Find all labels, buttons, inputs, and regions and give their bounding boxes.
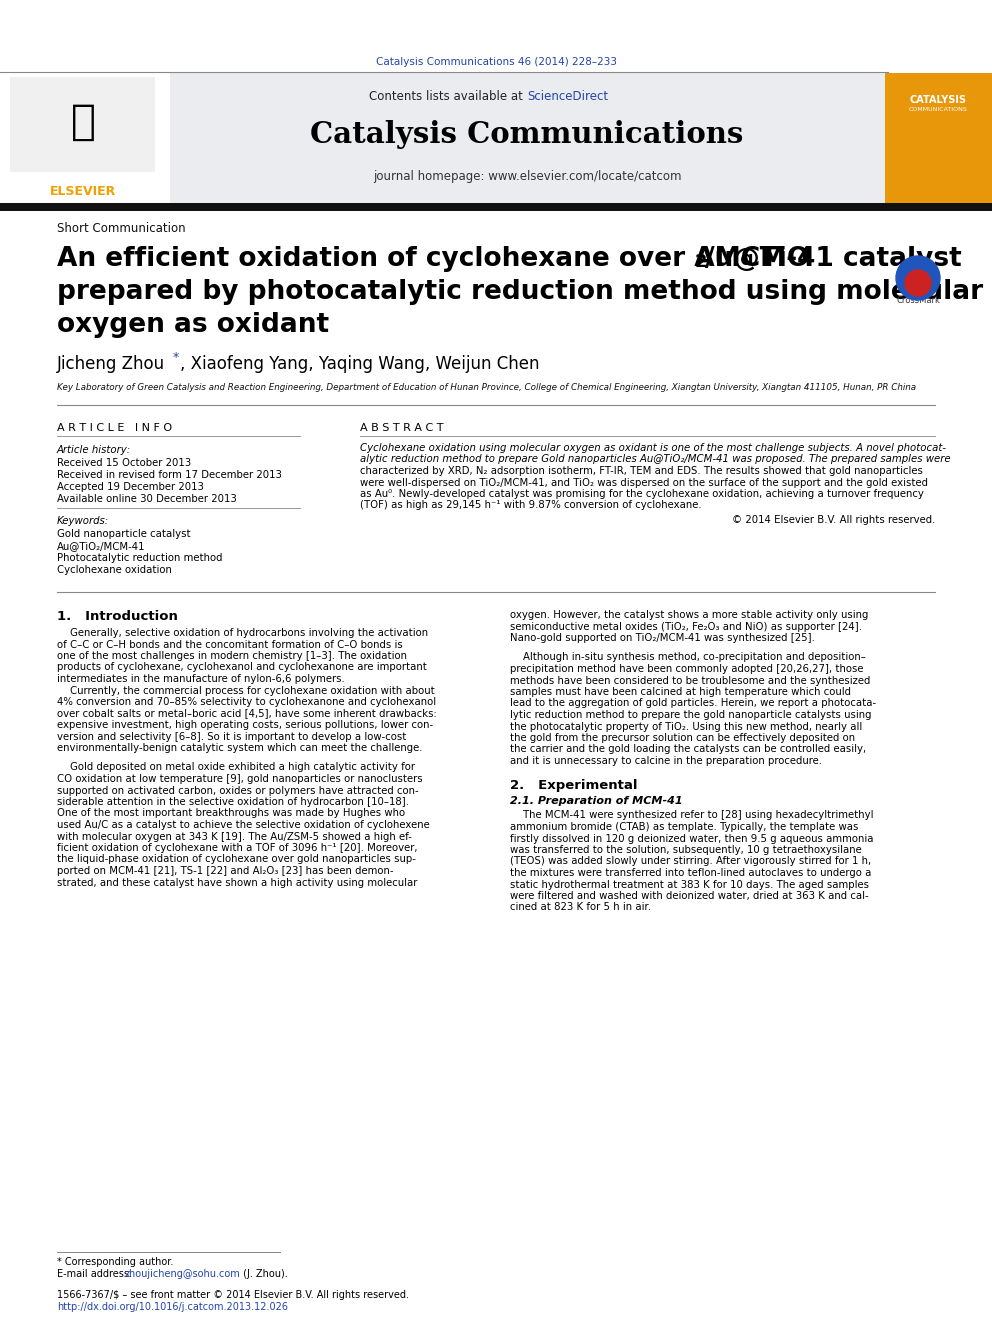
Text: prepared by photocatalytic reduction method using molecular: prepared by photocatalytic reduction met… <box>57 279 983 306</box>
Text: 2.1. Preparation of MCM-41: 2.1. Preparation of MCM-41 <box>510 796 682 807</box>
Text: lytic reduction method to prepare the gold nanoparticle catalysts using: lytic reduction method to prepare the go… <box>510 710 872 720</box>
Text: http://dx.doi.org/10.1016/j.catcom.2013.12.026: http://dx.doi.org/10.1016/j.catcom.2013.… <box>57 1302 288 1312</box>
Text: (TOF) as high as 29,145 h⁻¹ with 9.87% conversion of cyclohexane.: (TOF) as high as 29,145 h⁻¹ with 9.87% c… <box>360 500 701 511</box>
Text: Currently, the commercial process for cyclohexane oxidation with about: Currently, the commercial process for cy… <box>57 685 434 696</box>
Text: alytic reduction method to prepare Gold nanoparticles Au@TiO₂/MCM-41 was propose: alytic reduction method to prepare Gold … <box>360 455 950 464</box>
Text: journal homepage: www.elsevier.com/locate/catcom: journal homepage: www.elsevier.com/locat… <box>373 169 682 183</box>
Text: Cyclohexane oxidation using molecular oxygen as oxidant is one of the most chall: Cyclohexane oxidation using molecular ox… <box>360 443 946 452</box>
Text: ficient oxidation of cyclohexane with a TOF of 3096 h⁻¹ [20]. Moreover,: ficient oxidation of cyclohexane with a … <box>57 843 418 853</box>
Text: Nano-gold supported on TiO₂/MCM-41 was synthesized [25].: Nano-gold supported on TiO₂/MCM-41 was s… <box>510 632 814 643</box>
Bar <box>885 73 992 202</box>
Text: A B S T R A C T: A B S T R A C T <box>360 423 443 433</box>
Text: as Au⁰. Newly-developed catalyst was promising for the cyclohexane oxidation, ac: as Au⁰. Newly-developed catalyst was pro… <box>360 490 924 499</box>
Text: the gold from the precursor solution can be effectively deposited on: the gold from the precursor solution can… <box>510 733 855 744</box>
Text: Short Communication: Short Communication <box>57 222 186 235</box>
Text: 1.   Introduction: 1. Introduction <box>57 610 178 623</box>
Text: static hydrothermal treatment at 383 K for 10 days. The aged samples: static hydrothermal treatment at 383 K f… <box>510 880 869 889</box>
Circle shape <box>905 270 931 296</box>
Text: precipitation method have been commonly adopted [20,26,27], those: precipitation method have been commonly … <box>510 664 863 673</box>
Text: methods have been considered to be troublesome and the synthesized: methods have been considered to be troub… <box>510 676 870 685</box>
Text: ScienceDirect: ScienceDirect <box>527 90 608 103</box>
Text: One of the most important breakthroughs was made by Hughes who: One of the most important breakthroughs … <box>57 808 405 819</box>
Text: © 2014 Elsevier B.V. All rights reserved.: © 2014 Elsevier B.V. All rights reserved… <box>732 515 935 525</box>
Text: 1566-7367/$ – see front matter © 2014 Elsevier B.V. All rights reserved.: 1566-7367/$ – see front matter © 2014 El… <box>57 1290 409 1301</box>
Text: intermediates in the manufacture of nylon-6,6 polymers.: intermediates in the manufacture of nylo… <box>57 673 345 684</box>
Text: A R T I C L E   I N F O: A R T I C L E I N F O <box>57 423 173 433</box>
Text: Keywords:: Keywords: <box>57 516 109 527</box>
Text: Generally, selective oxidation of hydrocarbons involving the activation: Generally, selective oxidation of hydroc… <box>57 628 429 638</box>
Text: ELSEVIER: ELSEVIER <box>50 185 116 198</box>
Text: one of the most challenges in modern chemistry [1–3]. The oxidation: one of the most challenges in modern che… <box>57 651 407 662</box>
Text: samples must have been calcined at high temperature which could: samples must have been calcined at high … <box>510 687 851 697</box>
Bar <box>0 73 170 202</box>
Text: Au@TiO₂/MCM-41: Au@TiO₂/MCM-41 <box>57 541 146 550</box>
Text: version and selectivity [6–8]. So it is important to develop a low-cost: version and selectivity [6–8]. So it is … <box>57 732 407 741</box>
Text: CO oxidation at low temperature [9], gold nanoparticles or nanoclusters: CO oxidation at low temperature [9], gol… <box>57 774 423 785</box>
Text: Available online 30 December 2013: Available online 30 December 2013 <box>57 493 237 504</box>
Text: *: * <box>173 351 180 364</box>
Text: firstly dissolved in 120 g deionized water, then 9.5 g aqueous ammonia: firstly dissolved in 120 g deionized wat… <box>510 833 874 844</box>
Text: Key Laboratory of Green Catalysis and Reaction Engineering, Department of Educat: Key Laboratory of Green Catalysis and Re… <box>57 382 917 392</box>
Text: * Corresponding author.: * Corresponding author. <box>57 1257 174 1267</box>
Text: semiconductive metal oxides (TiO₂, Fe₂O₃ and NiO) as supporter [24].: semiconductive metal oxides (TiO₂, Fe₂O₃… <box>510 622 862 631</box>
Text: products of cyclohexane, cyclohexanol and cyclohexanone are important: products of cyclohexane, cyclohexanol an… <box>57 663 427 672</box>
Text: Received in revised form 17 December 2013: Received in revised form 17 December 201… <box>57 470 282 480</box>
Text: Catalysis Communications 46 (2014) 228–233: Catalysis Communications 46 (2014) 228–2… <box>376 57 616 67</box>
Text: (TEOS) was added slowly under stirring. After vigorously stirred for 1 h,: (TEOS) was added slowly under stirring. … <box>510 856 871 867</box>
Text: Cyclohexane oxidation: Cyclohexane oxidation <box>57 565 172 576</box>
Text: CATALYSIS: CATALYSIS <box>910 95 966 105</box>
Text: 2: 2 <box>695 253 707 271</box>
Text: E-mail address:: E-mail address: <box>57 1269 135 1279</box>
Text: lead to the aggregation of gold particles. Herein, we report a photocata-: lead to the aggregation of gold particle… <box>510 699 876 709</box>
Text: and it is unnecessary to calcine in the preparation procedure.: and it is unnecessary to calcine in the … <box>510 755 822 766</box>
Text: characterized by XRD, N₂ adsorption isotherm, FT-IR, TEM and EDS. The results sh: characterized by XRD, N₂ adsorption isot… <box>360 466 923 476</box>
Text: An efficient oxidation of cyclohexane over Au@TiO: An efficient oxidation of cyclohexane ov… <box>57 246 809 273</box>
Text: Received 15 October 2013: Received 15 October 2013 <box>57 458 191 468</box>
Text: 2.   Experimental: 2. Experimental <box>510 779 638 792</box>
Text: were well-dispersed on TiO₂/MCM-41, and TiO₂ was dispersed on the surface of the: were well-dispersed on TiO₂/MCM-41, and … <box>360 478 928 487</box>
Text: the photocatalytic property of TiO₂. Using this new method, nearly all: the photocatalytic property of TiO₂. Usi… <box>510 721 862 732</box>
Text: the carrier and the gold loading the catalysts can be controlled easily,: the carrier and the gold loading the cat… <box>510 745 866 754</box>
Text: supported on activated carbon, oxides or polymers have attracted con-: supported on activated carbon, oxides or… <box>57 786 419 795</box>
Text: Catalysis Communications: Catalysis Communications <box>310 120 744 149</box>
Text: siderable attention in the selective oxidation of hydrocarbon [10–18].: siderable attention in the selective oxi… <box>57 796 409 807</box>
Text: zhoujicheng@sohu.com: zhoujicheng@sohu.com <box>125 1269 241 1279</box>
Text: Accepted 19 December 2013: Accepted 19 December 2013 <box>57 482 204 492</box>
Text: CrossMark: CrossMark <box>896 296 940 306</box>
Text: were filtered and washed with deionized water, dried at 363 K and cal-: were filtered and washed with deionized … <box>510 890 869 901</box>
Circle shape <box>896 255 940 300</box>
Text: used Au/C as a catalyst to achieve the selective oxidation of cyclohexene: used Au/C as a catalyst to achieve the s… <box>57 820 430 830</box>
Text: the mixtures were transferred into teflon-lined autoclaves to undergo a: the mixtures were transferred into teflo… <box>510 868 871 878</box>
Text: Jicheng Zhou: Jicheng Zhou <box>57 355 171 373</box>
Text: oxygen as oxidant: oxygen as oxidant <box>57 312 329 337</box>
Bar <box>10 77 155 172</box>
Text: ammonium bromide (CTAB) as template. Typically, the template was: ammonium bromide (CTAB) as template. Typ… <box>510 822 858 832</box>
Text: ported on MCM-41 [21], TS-1 [22] and Al₂O₃ [23] has been demon-: ported on MCM-41 [21], TS-1 [22] and Al₂… <box>57 867 394 876</box>
Text: Gold nanoparticle catalyst: Gold nanoparticle catalyst <box>57 529 190 538</box>
Text: COMMUNICATIONS: COMMUNICATIONS <box>909 107 967 112</box>
Text: Photocatalytic reduction method: Photocatalytic reduction method <box>57 553 222 564</box>
Text: of C–C or C–H bonds and the concomitant formation of C–O bonds is: of C–C or C–H bonds and the concomitant … <box>57 639 403 650</box>
Text: , Xiaofeng Yang, Yaqing Wang, Weijun Chen: , Xiaofeng Yang, Yaqing Wang, Weijun Che… <box>180 355 540 373</box>
Bar <box>0 202 992 210</box>
Text: 4% conversion and 70–85% selectivity to cyclohexanone and cyclohexanol: 4% conversion and 70–85% selectivity to … <box>57 697 436 706</box>
Text: The MCM-41 were synthesized refer to [28] using hexadecyltrimethyl: The MCM-41 were synthesized refer to [28… <box>510 811 874 820</box>
Text: Article history:: Article history: <box>57 445 131 455</box>
Text: (J. Zhou).: (J. Zhou). <box>240 1269 288 1279</box>
Text: environmentally-benign catalytic system which can meet the challenge.: environmentally-benign catalytic system … <box>57 744 423 753</box>
Bar <box>170 73 885 202</box>
Text: Gold deposited on metal oxide exhibited a high catalytic activity for: Gold deposited on metal oxide exhibited … <box>57 762 415 773</box>
Text: 🌲: 🌲 <box>70 101 95 143</box>
Text: Although in-situ synthesis method, co-precipitation and deposition–: Although in-situ synthesis method, co-pr… <box>510 652 866 663</box>
Text: over cobalt salts or metal–boric acid [4,5], have some inherent drawbacks:: over cobalt salts or metal–boric acid [4… <box>57 709 436 718</box>
Text: expensive investment, high operating costs, serious pollutions, lower con-: expensive investment, high operating cos… <box>57 720 434 730</box>
Text: Contents lists available at: Contents lists available at <box>369 90 527 103</box>
Text: with molecular oxygen at 343 K [19]. The Au/ZSM-5 showed a high ef-: with molecular oxygen at 343 K [19]. The… <box>57 831 412 841</box>
Text: strated, and these catalyst have shown a high activity using molecular: strated, and these catalyst have shown a… <box>57 877 418 888</box>
Text: oxygen. However, the catalyst shows a more stable activity only using: oxygen. However, the catalyst shows a mo… <box>510 610 868 620</box>
Text: the liquid-phase oxidation of cyclohexane over gold nanoparticles sup-: the liquid-phase oxidation of cyclohexan… <box>57 855 416 864</box>
Text: was transferred to the solution, subsequently, 10 g tetraethoxysilane: was transferred to the solution, subsequ… <box>510 845 862 855</box>
Text: /MCM-41 catalyst: /MCM-41 catalyst <box>705 246 962 273</box>
Text: cined at 823 K for 5 h in air.: cined at 823 K for 5 h in air. <box>510 902 651 913</box>
